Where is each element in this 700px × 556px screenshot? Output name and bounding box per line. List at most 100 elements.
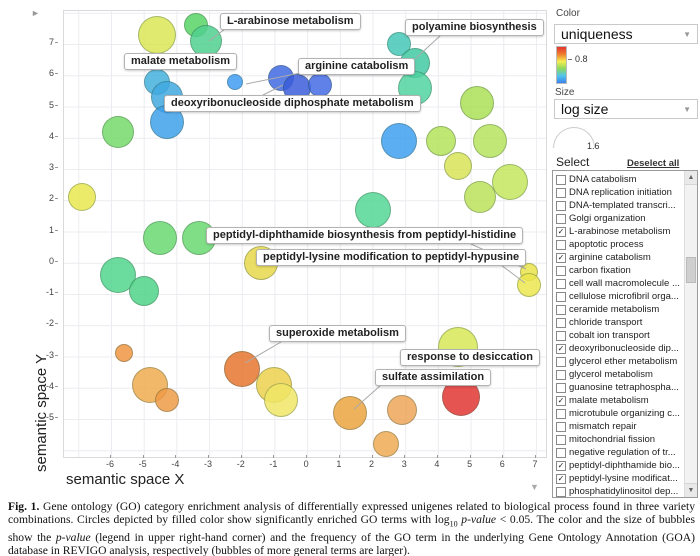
bubble[interactable] [223, 351, 260, 387]
size-section-label: Size [555, 87, 575, 98]
bubble[interactable] [227, 73, 244, 90]
checkbox-checked[interactable]: ✓ [556, 343, 566, 354]
checkbox-checked[interactable]: ✓ [556, 252, 566, 263]
checkbox-unchecked[interactable] [556, 239, 566, 250]
term-label[interactable]: peptidyl-diphthamide biosynthesis from p… [206, 227, 524, 244]
go-term-row[interactable]: cobalt ion transport [553, 329, 684, 342]
bubble[interactable] [143, 220, 178, 255]
checkbox-unchecked[interactable] [556, 356, 566, 367]
checkbox-unchecked[interactable] [556, 330, 566, 341]
checkbox-unchecked[interactable] [556, 200, 566, 211]
go-term-row[interactable]: DNA catabolism [553, 173, 684, 186]
go-term-row[interactable]: carbon fixation [553, 264, 684, 277]
term-label[interactable]: superoxide metabolism [269, 325, 406, 342]
scroll-thumb[interactable] [686, 257, 696, 283]
checkbox-checked[interactable]: ✓ [556, 473, 566, 484]
y-tick-label: 6 [34, 68, 58, 78]
go-term-row[interactable]: glycerol ether metabolism [553, 355, 684, 368]
go-term-row[interactable]: ✓ L-arabinose metabolism [553, 225, 684, 238]
checkbox-unchecked[interactable] [556, 434, 566, 445]
go-term-row[interactable]: negative regulation of tr... [553, 446, 684, 459]
term-label[interactable]: L-arabinose metabolism [220, 13, 361, 30]
go-term-row[interactable]: chloride transport [553, 316, 684, 329]
bubble[interactable] [137, 15, 176, 54]
bubble[interactable] [443, 151, 472, 180]
term-label[interactable]: deoxyribonucleoside diphosphate metaboli… [164, 95, 421, 112]
go-term-row[interactable]: mitochondrial fission [553, 433, 684, 446]
go-term-row[interactable]: ✓ arginine catabolism [553, 251, 684, 264]
term-label[interactable]: response to desiccation [400, 349, 540, 366]
checkbox-checked[interactable]: ✓ [556, 395, 566, 406]
bubble[interactable] [101, 115, 134, 148]
color-dropdown[interactable]: uniqueness ▼ [554, 24, 698, 44]
go-term-row[interactable]: cellulose microfibril orga... [553, 290, 684, 303]
bubble[interactable] [308, 72, 333, 97]
checkbox-unchecked[interactable] [556, 187, 566, 198]
bubble[interactable] [426, 125, 457, 156]
term-label[interactable]: polyamine biosynthesis [405, 19, 544, 36]
checkbox-unchecked[interactable] [556, 408, 566, 419]
bubble[interactable] [154, 388, 179, 413]
bubble[interactable] [263, 383, 298, 418]
term-label[interactable]: peptidyl-lysine modification to peptidyl… [256, 249, 527, 266]
checkbox-unchecked[interactable] [556, 304, 566, 315]
term-label[interactable]: malate metabolism [124, 53, 238, 70]
bubble[interactable] [460, 86, 495, 121]
colorbar-tick-label: 0.8 [575, 54, 588, 64]
checkbox-unchecked[interactable] [556, 421, 566, 432]
bubble[interactable] [380, 122, 417, 159]
go-term-row[interactable]: phosphatidylinositol dep... [553, 485, 684, 497]
x-tick-label: 3 [392, 455, 416, 469]
term-label[interactable]: sulfate assimilation [375, 369, 492, 386]
checkbox-unchecked[interactable] [556, 447, 566, 458]
go-term-row[interactable]: mismatch repair [553, 420, 684, 433]
go-term-row[interactable]: Golgi organization [553, 212, 684, 225]
go-term-row[interactable]: cell wall macromolecule ... [553, 277, 684, 290]
go-term-label: DNA catabolism [569, 174, 637, 185]
go-term-row[interactable]: ✓ peptidyl-diphthamide bio... [553, 459, 684, 472]
bubble[interactable] [372, 431, 399, 457]
checkbox-unchecked[interactable] [556, 213, 566, 224]
list-scrollbar[interactable]: ▲ ▼ [684, 171, 697, 497]
go-term-row[interactable]: ✓ peptidyl-lysine modificat... [553, 472, 684, 485]
checkbox-unchecked[interactable] [556, 369, 566, 380]
checkbox-unchecked[interactable] [556, 291, 566, 302]
checkbox-checked[interactable]: ✓ [556, 460, 566, 471]
bubble[interactable] [491, 163, 528, 200]
go-term-row[interactable]: guanosine tetraphospha... [553, 381, 684, 394]
go-term-label: peptidyl-lysine modificat... [569, 473, 678, 484]
checkbox-unchecked[interactable] [556, 265, 566, 276]
go-term-row[interactable]: ✓ deoxyribonucleoside dip... [553, 342, 684, 355]
checkbox-unchecked[interactable] [556, 278, 566, 289]
go-term-row[interactable]: ✓ malate metabolism [553, 394, 684, 407]
go-term-row[interactable]: glycerol metabolism [553, 368, 684, 381]
scroll-up-icon[interactable]: ▲ [685, 171, 697, 185]
term-label[interactable]: arginine catabolism [298, 58, 416, 75]
checkbox-unchecked[interactable] [556, 382, 566, 393]
checkbox-unchecked[interactable] [556, 174, 566, 185]
size-dropdown[interactable]: log size ▼ [554, 99, 698, 119]
go-term-label: peptidyl-diphthamide bio... [569, 460, 680, 471]
bubble[interactable] [115, 344, 134, 363]
scroll-down-icon[interactable]: ▼ [685, 483, 697, 497]
bubble[interactable] [464, 181, 497, 214]
go-term-row[interactable]: apoptotic process [553, 238, 684, 251]
bubble[interactable] [354, 191, 391, 228]
go-term-label: glycerol metabolism [569, 369, 653, 380]
bubble[interactable] [517, 272, 542, 297]
bubble[interactable] [128, 275, 159, 306]
checkbox-unchecked[interactable] [556, 486, 566, 497]
go-term-row[interactable]: ceramide metabolism [553, 303, 684, 316]
deselect-all-link[interactable]: Deselect all [627, 158, 680, 169]
go-term-label: arginine catabolism [569, 252, 651, 263]
bubble[interactable] [386, 394, 417, 425]
bubble[interactable] [67, 183, 96, 212]
go-term-label: carbon fixation [569, 265, 631, 276]
bubble[interactable] [473, 123, 508, 158]
go-term-row[interactable]: DNA-templated transcri... [553, 199, 684, 212]
bubble[interactable] [332, 395, 367, 430]
go-term-row[interactable]: DNA replication initiation [553, 186, 684, 199]
go-term-row[interactable]: microtubule organizing c... [553, 407, 684, 420]
checkbox-unchecked[interactable] [556, 317, 566, 328]
checkbox-checked[interactable]: ✓ [556, 226, 566, 237]
